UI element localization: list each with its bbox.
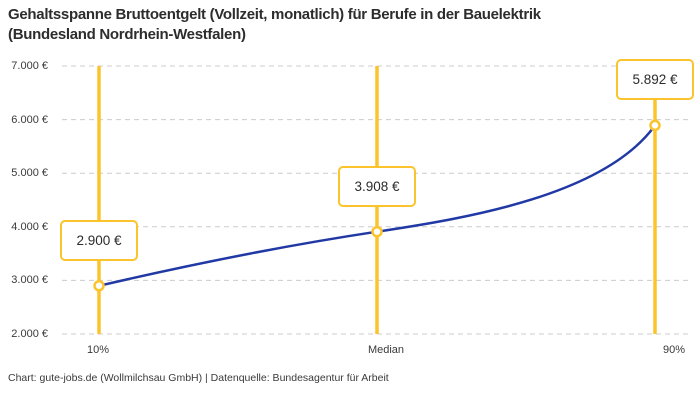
chart-title-line1: Gehaltsspanne Bruttoentgelt (Vollzeit, m… [8,6,541,23]
source-attribution: Chart: gute-jobs.de (Wollmilchsau GmbH) … [8,372,389,384]
data-point-marker [371,225,383,238]
y-tick-label: 6.000 € [11,113,48,126]
value-callout-box: 2.900 € [60,219,138,261]
y-tick-label: 3.000 € [11,274,48,287]
value-callout-box: 5.892 € [616,59,694,101]
x-tick-label: 10% [86,344,110,356]
y-tick-label: 5.000 € [11,167,48,180]
chart-title: Gehaltsspanne Bruttoentgelt (Vollzeit, m… [8,5,684,45]
x-tick-label: Median [367,344,405,356]
data-point-marker [93,280,105,292]
y-tick-label: 2.000 € [11,328,48,340]
value-callout-box: 3.908 € [338,165,416,207]
data-point-marker [649,119,661,132]
x-tick-label: 90% [662,344,686,356]
chart-title-line2: (Bundesland Nordrhein-Westfalen) [8,26,246,43]
y-tick-label: 7.000 € [11,60,48,72]
y-tick-label: 4.000 € [11,220,48,233]
